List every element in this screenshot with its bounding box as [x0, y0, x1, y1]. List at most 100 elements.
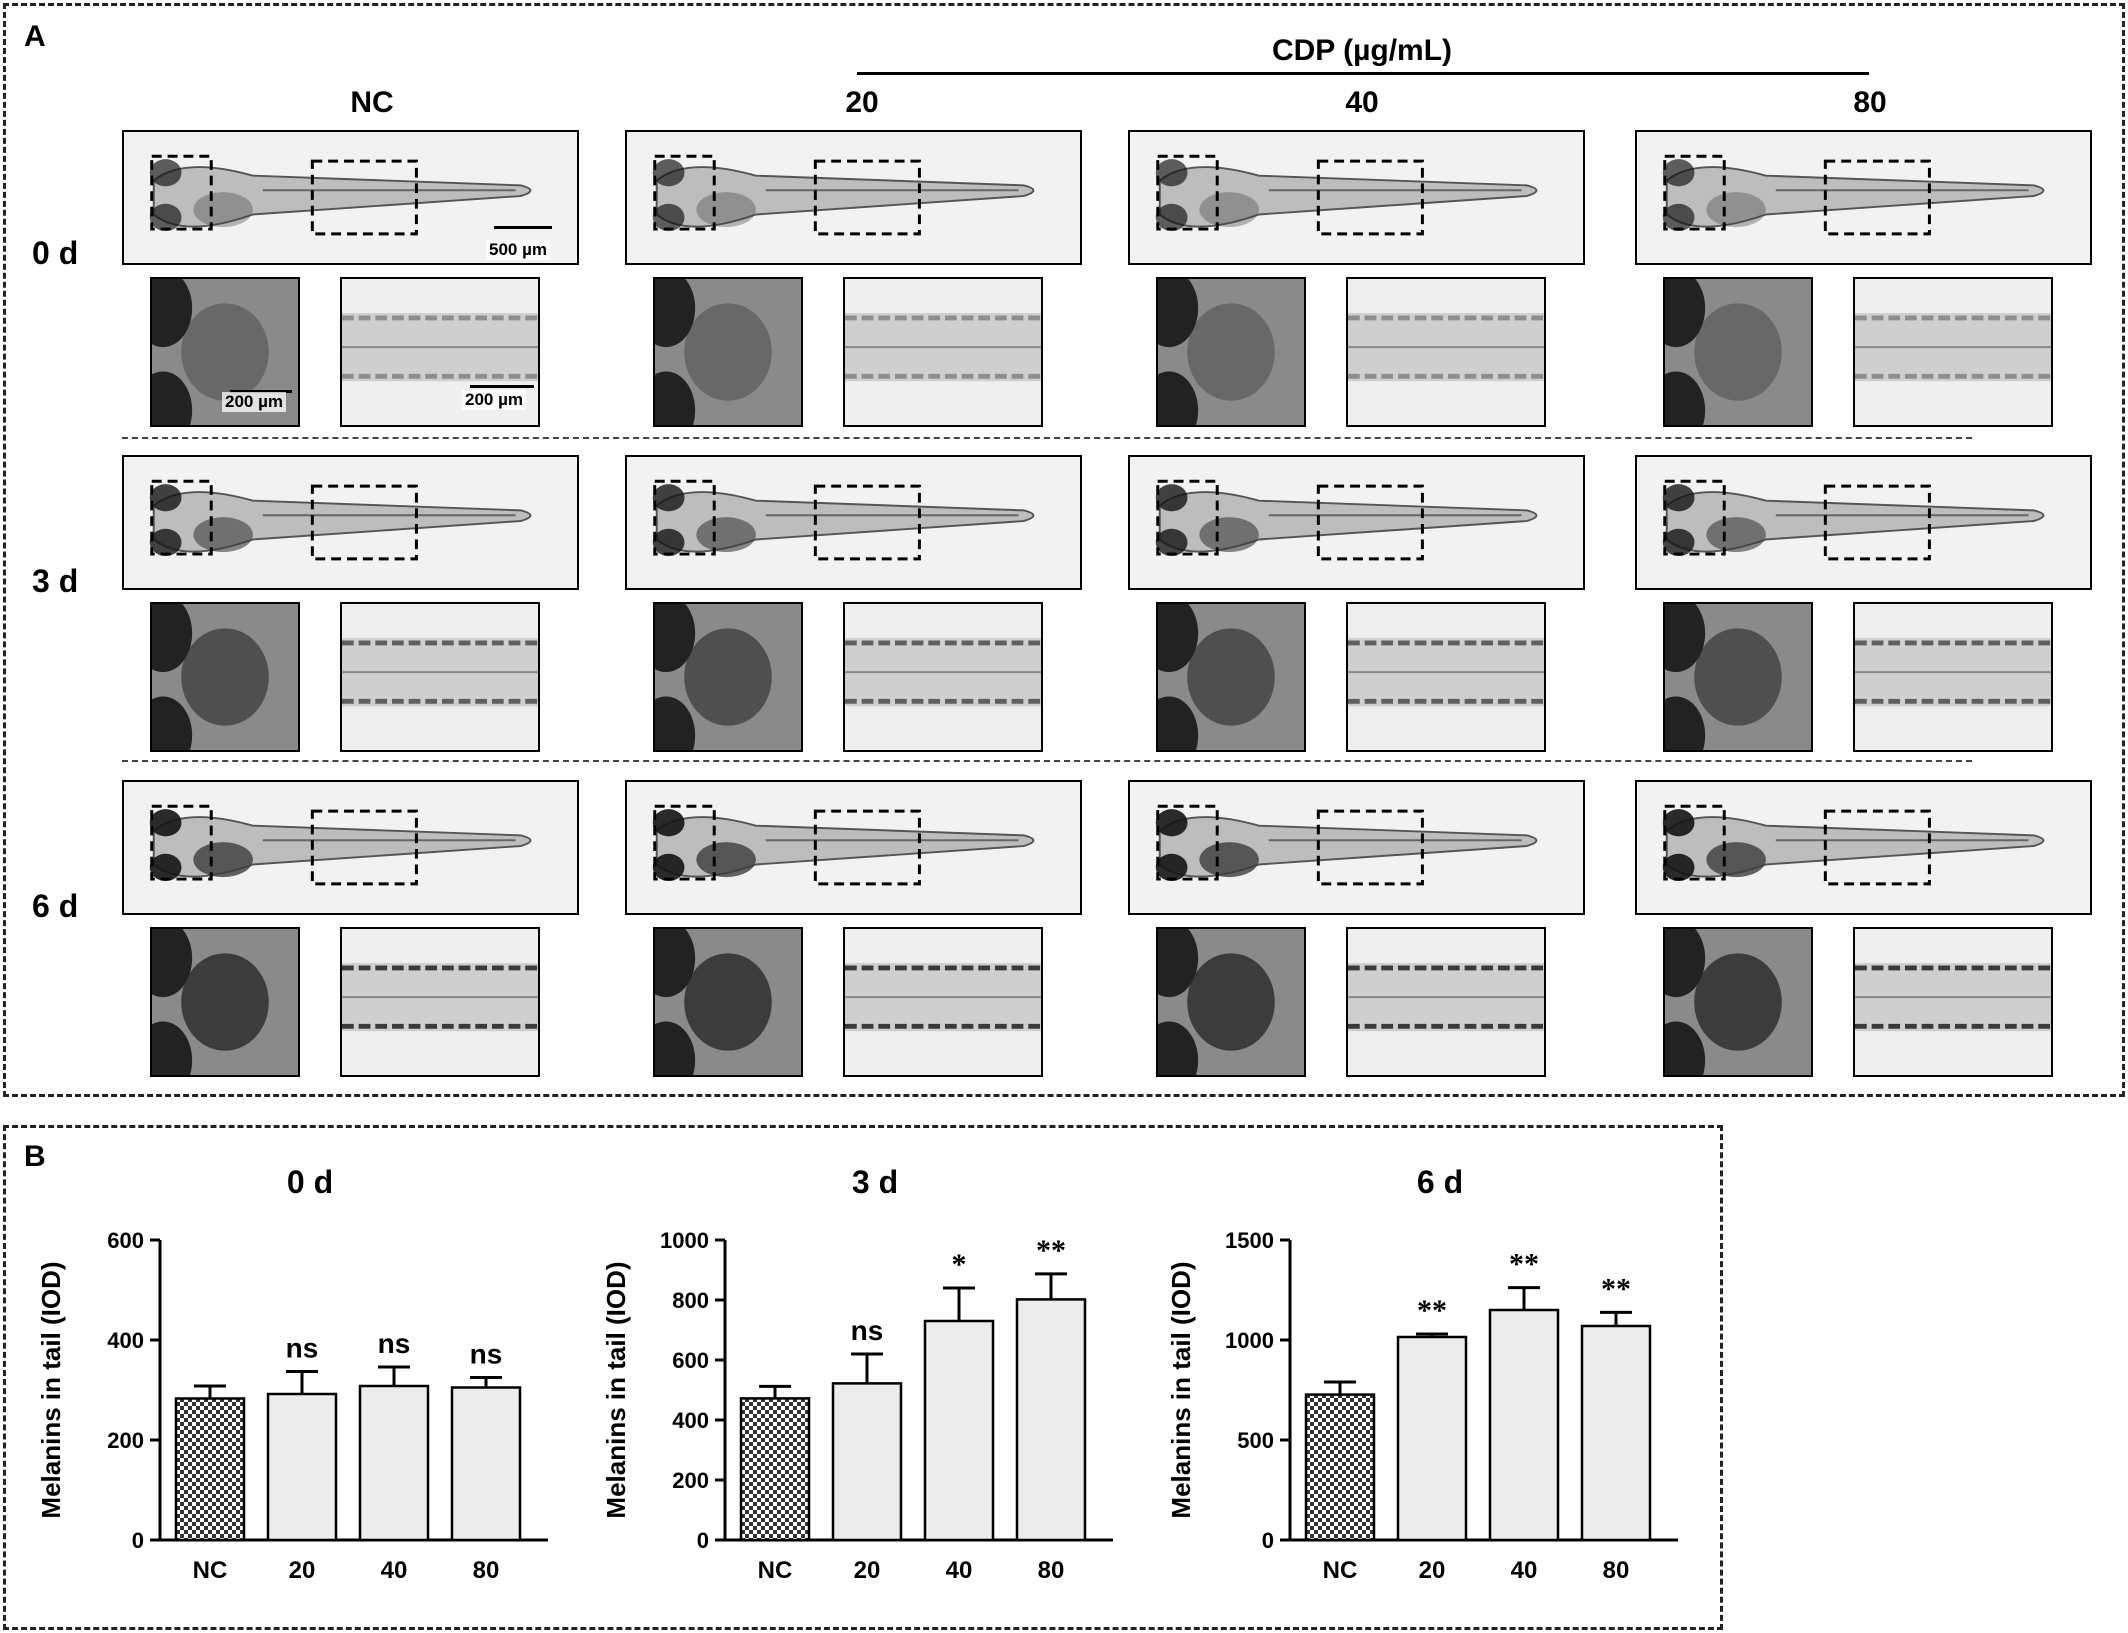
scale-bar-head-label: 200 µm	[222, 392, 286, 412]
larva-head-zoom	[1663, 602, 1813, 752]
significance-label: **	[1036, 1234, 1066, 1267]
x-tick-label: 40	[1511, 1557, 1538, 1584]
scale-bar-head	[230, 390, 292, 393]
panel-a	[3, 3, 2125, 1097]
x-tick-label: 80	[1603, 1557, 1630, 1584]
scale-bar-500	[494, 226, 552, 229]
larva-image	[122, 455, 579, 590]
larva-image	[625, 130, 1082, 265]
y-tick-label: 200	[672, 1468, 709, 1493]
larva-tail-zoom	[1346, 927, 1546, 1077]
larva-tail-zoom	[340, 927, 540, 1077]
larva-tail-zoom	[340, 277, 540, 427]
larva-tail-zoom	[1853, 277, 2053, 427]
row-label-0d: 0 d	[32, 235, 79, 271]
y-tick-label: 0	[697, 1528, 709, 1553]
larva-head-zoom	[653, 602, 803, 752]
larva-image	[1128, 130, 1585, 265]
x-tick-label: NC	[758, 1557, 793, 1584]
y-axis-label: Melanins in tail (IOD)	[36, 1261, 66, 1518]
row-label-3d: 3 d	[32, 563, 79, 599]
larva-tail-zoom	[1853, 927, 2053, 1077]
larva-head-zoom	[1663, 277, 1813, 427]
panel-a-label: A	[24, 20, 46, 53]
row-separator	[122, 437, 1972, 439]
larva-image	[122, 780, 579, 915]
significance-label: ns	[851, 1315, 884, 1346]
significance-label: *	[952, 1248, 967, 1281]
larva-image	[1128, 780, 1585, 915]
y-tick-label: 1500	[1225, 1228, 1274, 1253]
y-tick-label: 0	[132, 1528, 144, 1553]
larva-head-zoom	[150, 927, 300, 1077]
panel-b-label: B	[24, 1140, 46, 1173]
larva-tail-zoom	[1853, 602, 2053, 752]
bar-40	[923, 1319, 995, 1542]
bar-80	[450, 1386, 522, 1542]
column-header-40: 40	[1345, 86, 1379, 119]
bar-chart-0d: 0 d Melanins in tail (IOD) 0 200 400 600 NC 20 n…	[36, 1164, 548, 1584]
significance-label: **	[1417, 1294, 1447, 1327]
x-tick-label: 40	[946, 1557, 973, 1584]
chart-title: 6 d	[1417, 1164, 1463, 1200]
x-tick-label: 40	[381, 1557, 408, 1584]
row-separator	[122, 760, 1972, 762]
y-axis-label: Melanins in tail (IOD)	[1166, 1261, 1196, 1518]
bar-nc	[739, 1397, 811, 1542]
scale-bar-tail-label: 200 µm	[462, 390, 526, 410]
scale-bar-tail	[470, 385, 534, 388]
bar-80	[1580, 1324, 1652, 1542]
chart-title: 0 d	[287, 1164, 333, 1200]
bar-40	[1488, 1308, 1560, 1542]
significance-label: **	[1509, 1248, 1539, 1281]
larva-tail-zoom	[843, 927, 1043, 1077]
larva-tail-zoom	[340, 602, 540, 752]
larva-image	[1635, 780, 2092, 915]
larva-head-zoom	[1663, 927, 1813, 1077]
y-tick-label: 1000	[1225, 1328, 1274, 1353]
bar-nc	[1304, 1393, 1376, 1542]
larva-image	[1635, 130, 2092, 265]
bar-chart-3d: 3 d Melanins in tail (IOD) 0 200 400 600 800 10…	[601, 1164, 1113, 1584]
larva-head-zoom	[150, 602, 300, 752]
larva-tail-zoom	[1346, 277, 1546, 427]
bar-40	[358, 1384, 430, 1542]
significance-label: ns	[378, 1328, 411, 1359]
larva-image	[1128, 455, 1585, 590]
larva-tail-zoom	[843, 602, 1043, 752]
larva-head-zoom	[1156, 277, 1306, 427]
significance-label: ns	[286, 1333, 319, 1364]
y-tick-label: 600	[107, 1228, 144, 1253]
bar-chart-6d: 6 d Melanins in tail (IOD) 0 500 1000 1500 NC 2…	[1166, 1164, 1678, 1584]
x-tick-label: 20	[854, 1557, 881, 1584]
y-tick-label: 400	[107, 1328, 144, 1353]
column-header-nc: NC	[350, 86, 394, 119]
bar-nc	[174, 1397, 246, 1542]
significance-label: ns	[470, 1339, 503, 1370]
cdp-bracket-line	[857, 72, 1869, 75]
x-tick-label: 80	[473, 1557, 500, 1584]
x-tick-label: 80	[1038, 1557, 1065, 1584]
y-tick-label: 600	[672, 1348, 709, 1373]
column-header-80: 80	[1853, 86, 1887, 119]
larva-image	[1635, 455, 2092, 590]
y-tick-label: 400	[672, 1408, 709, 1433]
x-tick-label: 20	[1419, 1557, 1446, 1584]
y-tick-label: 500	[1237, 1428, 1274, 1453]
column-header-20: 20	[845, 86, 879, 119]
bar-80	[1015, 1298, 1087, 1542]
larva-tail-zoom	[843, 277, 1043, 427]
y-tick-label: 200	[107, 1428, 144, 1453]
bar-20	[266, 1392, 338, 1542]
larva-image	[625, 455, 1082, 590]
scale-bar-500-label: 500 µm	[486, 240, 550, 260]
y-axis-label: Melanins in tail (IOD)	[601, 1261, 631, 1518]
cdp-header: CDP (µg/mL)	[1271, 34, 1453, 67]
larva-head-zoom	[1156, 602, 1306, 752]
larva-head-zoom	[653, 277, 803, 427]
significance-label: **	[1601, 1272, 1631, 1305]
y-tick-label: 1000	[660, 1228, 709, 1253]
x-tick-label: 20	[289, 1557, 316, 1584]
chart-title: 3 d	[852, 1164, 898, 1200]
row-label-6d: 6 d	[32, 888, 79, 924]
